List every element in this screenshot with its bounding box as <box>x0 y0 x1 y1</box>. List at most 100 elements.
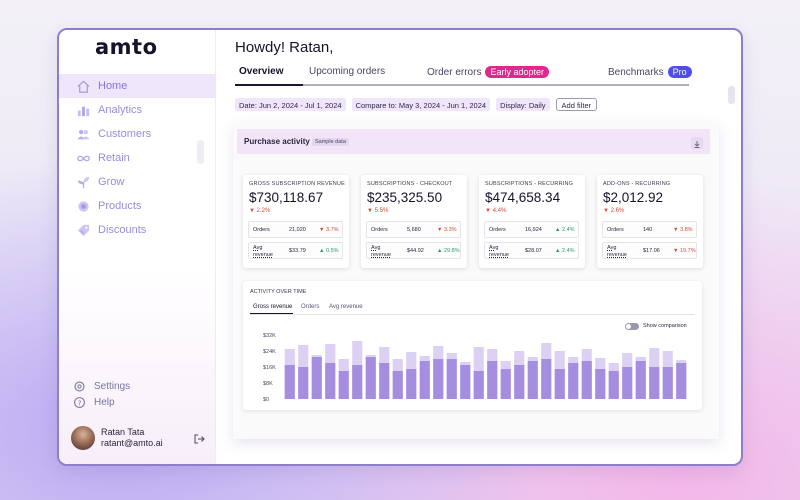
tab-gross-revenue[interactable]: Gross revenue <box>253 304 293 310</box>
chart-bar[interactable] <box>568 363 579 399</box>
card-value: $2,012.92 <box>603 190 664 205</box>
user-profile[interactable]: Ratan Tata ratant@amto.ai <box>71 426 205 450</box>
metric-card[interactable]: ADD-ONS - RECURRING $2,012.92 ▼ 2.6% Orders… <box>597 175 703 268</box>
trend-arrow-icon: ▲ <box>555 227 562 233</box>
metric-label: Avg revenue <box>489 245 509 258</box>
tab-order-errors[interactable]: Order errors Early adopter <box>427 66 549 78</box>
metric-card[interactable]: SUBSCRIPTIONS - RECURRING $474,658.34 ▼ 4.… <box>479 175 585 268</box>
sidebar-item-products[interactable]: Products <box>59 194 216 218</box>
metric-change-value: 2.4% <box>561 227 575 233</box>
sidebar-item-discounts[interactable]: Discounts <box>59 218 216 242</box>
trend-arrow-icon: ▼ <box>437 227 444 233</box>
metric-value: $44.92 <box>407 248 424 254</box>
card-change-value: 2.6% <box>610 208 625 214</box>
metric-row: Orders 5,680 ▼ 3.3% <box>366 221 461 238</box>
sidebar-item-label: Analytics <box>98 104 143 116</box>
chart-bar[interactable] <box>284 365 295 399</box>
chart-bar[interactable] <box>392 371 403 399</box>
tab-orders[interactable]: Orders <box>301 304 320 310</box>
sidebar-item-retain[interactable]: Retain <box>59 146 216 170</box>
chart-bar[interactable] <box>541 359 552 399</box>
sidebar: amto Home Analytics Customers Retain Gro… <box>59 30 216 464</box>
sidebar-item-customers[interactable]: Customers <box>59 122 216 146</box>
compare-filter[interactable]: Compare to: May 3, 2024 - Jun 1, 2024 <box>351 98 491 111</box>
chart-bar[interactable] <box>419 361 430 399</box>
tab-benchmarks[interactable]: Benchmarks Pro <box>608 66 692 78</box>
download-icon[interactable] <box>691 137 703 149</box>
card-change: ▼ 2.2% <box>249 208 270 214</box>
sidebar-scrollbar[interactable] <box>197 140 204 164</box>
sidebar-item-label: Products <box>98 200 142 212</box>
user-email: ratant@amto.ai <box>101 438 163 448</box>
sprout-icon <box>75 174 91 190</box>
activity-title: ACTIVITY OVER TIME <box>250 289 307 295</box>
trend-arrow-icon: ▲ <box>555 248 562 254</box>
chart-bar[interactable] <box>352 365 363 399</box>
sidebar-item-grow[interactable]: Grow <box>59 170 216 194</box>
metric-change-value: 3.8% <box>679 227 693 233</box>
chart-bar[interactable] <box>622 367 633 399</box>
metric-card[interactable]: SUBSCRIPTIONS - CHECKOUT $235,325.50 ▼ 5.5… <box>361 175 467 268</box>
display-filter[interactable]: Display: Daily <box>496 98 550 111</box>
metric-change: ▲ 0.5% <box>319 248 339 254</box>
sidebar-item-home[interactable]: Home <box>59 74 216 98</box>
tag-icon <box>75 222 91 238</box>
chart-bar[interactable] <box>325 363 336 399</box>
trend-arrow-icon: ▼ <box>673 227 680 233</box>
metric-change-value: 0.5% <box>325 248 339 254</box>
chart-bar[interactable] <box>338 371 349 399</box>
date-filter[interactable]: Date: Jun 2, 2024 - Jul 1, 2024 <box>235 98 346 111</box>
chart-bar[interactable] <box>446 359 457 399</box>
chart-bar[interactable] <box>365 357 376 399</box>
chart-bar[interactable] <box>500 369 511 399</box>
trend-arrow-icon: ▼ <box>603 208 611 214</box>
infinity-icon <box>75 150 91 166</box>
chart-bar[interactable] <box>676 363 687 399</box>
settings-link[interactable]: Settings <box>73 378 130 394</box>
metric-value: $17.06 <box>643 248 660 254</box>
chart-bar[interactable] <box>554 369 565 399</box>
purchase-activity-title: Purchase activity <box>244 137 310 146</box>
filter-bar: Date: Jun 2, 2024 - Jul 1, 2024 Compare … <box>235 98 603 111</box>
chart-bar[interactable] <box>433 359 444 399</box>
add-filter-button[interactable]: Add filter <box>555 98 598 111</box>
help-link[interactable]: ? Help <box>73 394 130 410</box>
chart-bar[interactable] <box>608 371 619 399</box>
chart-bar[interactable] <box>595 369 606 399</box>
metric-value: $33.79 <box>289 248 306 254</box>
chart-bar[interactable] <box>662 367 673 399</box>
metric-change-value: 19.7% <box>679 248 696 254</box>
trend-arrow-icon: ▼ <box>485 208 493 214</box>
chart-bar[interactable] <box>635 361 646 399</box>
metric-row: Orders 140 ▼ 3.8% <box>602 221 697 238</box>
metric-change-value: 3.7% <box>325 227 339 233</box>
show-comparison-toggle[interactable] <box>625 323 639 330</box>
chart-bar[interactable] <box>514 365 525 399</box>
y-tick-label: $32K <box>263 333 276 339</box>
metric-change: ▼ 3.3% <box>437 227 457 233</box>
sidebar-item-analytics[interactable]: Analytics <box>59 98 216 122</box>
chart-bar[interactable] <box>406 369 417 399</box>
chart-bar[interactable] <box>311 357 322 399</box>
y-tick-label: $16K <box>263 365 276 371</box>
chart-bar[interactable] <box>649 367 660 399</box>
card-change: ▼ 2.6% <box>603 208 624 214</box>
trend-arrow-icon: ▼ <box>249 208 257 214</box>
chart-bar[interactable] <box>298 367 309 399</box>
chart-bar[interactable] <box>379 363 390 399</box>
chart-bar[interactable] <box>487 361 498 399</box>
main-scrollbar[interactable] <box>728 86 735 104</box>
tab-overview[interactable]: Overview <box>239 66 284 77</box>
chart-bar[interactable] <box>473 371 484 399</box>
metric-row: Avg revenue $33.79 ▲ 0.5% <box>248 242 343 259</box>
y-tick-label: $8K <box>263 381 273 387</box>
chart-bar[interactable] <box>460 365 471 399</box>
chart-bar[interactable] <box>527 361 538 399</box>
metric-card[interactable]: GROSS SUBSCRIPTION REVENUE $730,118.67 ▼ 2… <box>243 175 349 268</box>
activity-over-time-card: ACTIVITY OVER TIME Gross revenue Orders … <box>243 281 702 410</box>
tab-upcoming-orders[interactable]: Upcoming orders <box>309 66 386 77</box>
logout-icon[interactable] <box>193 432 205 444</box>
user-name: Ratan Tata <box>101 427 145 437</box>
tab-avg-revenue[interactable]: Avg revenue <box>329 304 363 310</box>
chart-bar[interactable] <box>581 361 592 399</box>
